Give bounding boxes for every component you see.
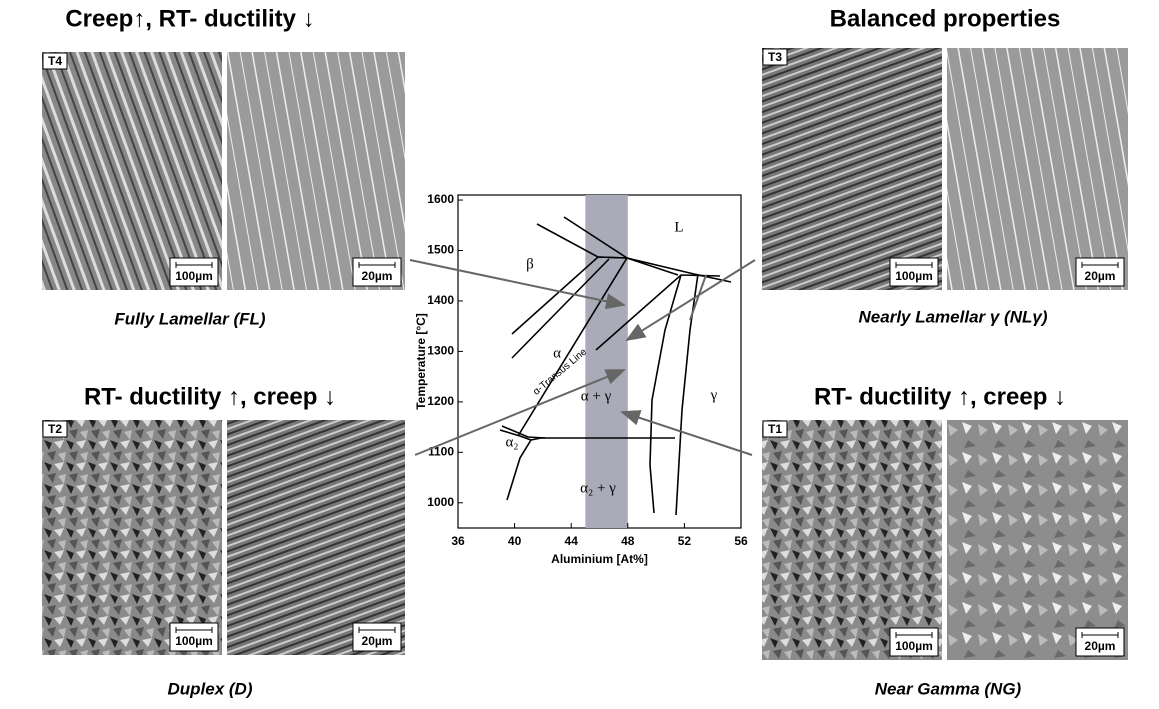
panel-heading: RT- ductility ↑, creep ↓ xyxy=(814,383,1066,410)
figure: Creep↑, RT- ductility ↓ T4 100µm 20µm Fully … xyxy=(0,0,1159,704)
x-tick-label: 52 xyxy=(678,534,692,548)
region-label: α + γ xyxy=(581,388,612,404)
scale-bar-label: 100µm xyxy=(175,634,213,648)
micrograph xyxy=(947,420,1128,660)
x-tick-label: 40 xyxy=(508,534,522,548)
micrograph xyxy=(947,48,1128,290)
x-tick-label: 48 xyxy=(621,534,635,548)
panel-tag: T2 xyxy=(48,422,62,436)
micrograph xyxy=(227,420,405,655)
x-axis-label: Aluminium [At%] xyxy=(551,552,648,566)
panel-heading: RT- ductility ↑, creep ↓ xyxy=(84,383,336,410)
x-tick-label: 44 xyxy=(565,534,579,548)
panel-caption: Fully Lamellar (FL) xyxy=(114,309,265,328)
panel-tag: T4 xyxy=(48,54,62,68)
panel-tag: T3 xyxy=(768,50,782,64)
micrograph xyxy=(762,48,942,290)
phase-diagram: 36 40 44 48 52 56 1000 1100 1200 1300 1400 1500 1600… xyxy=(414,192,748,566)
scale-bar-label: 20µm xyxy=(1085,639,1116,653)
micrograph xyxy=(762,420,942,660)
region-label: α₂ xyxy=(505,434,518,450)
y-tick-label: 1600 xyxy=(427,192,454,206)
panel-caption: Nearly Lamellar γ (NLγ) xyxy=(859,307,1048,326)
micrograph xyxy=(227,52,405,290)
scale-bar-label: 100µm xyxy=(895,269,933,283)
micrograph xyxy=(42,420,222,655)
y-tick-label: 1400 xyxy=(427,293,454,307)
panel-heading: Balanced properties xyxy=(830,5,1061,32)
y-axis-label: Temperature [°C] xyxy=(414,313,428,410)
scale-bar-label: 20µm xyxy=(362,269,393,283)
region-label: L xyxy=(674,219,683,235)
scale-bar-label: 100µm xyxy=(895,639,933,653)
y-tick-label: 1100 xyxy=(428,444,454,458)
scale-bar-label: 20µm xyxy=(1085,269,1116,283)
region-label: γ xyxy=(710,387,718,403)
y-tick-label: 1200 xyxy=(427,394,454,408)
panel-heading: Creep↑, RT- ductility ↓ xyxy=(65,5,314,32)
scale-bar-label: 20µm xyxy=(362,634,393,648)
y-tick-label: 1500 xyxy=(427,243,454,257)
x-tick-label: 36 xyxy=(451,534,465,548)
y-tick-label: 1000 xyxy=(427,495,454,509)
x-tick-label: 56 xyxy=(734,534,748,548)
region-label: α xyxy=(553,345,561,361)
y-tick-label: 1300 xyxy=(427,344,454,358)
scale-bar-label: 100µm xyxy=(175,269,213,283)
panel-tag: T1 xyxy=(768,422,782,436)
panel-caption: Near Gamma (NG) xyxy=(875,679,1022,698)
region-label: β xyxy=(526,256,534,272)
micrograph xyxy=(42,52,222,290)
region-label: α₂ + γ xyxy=(580,480,616,496)
panel-caption: Duplex (D) xyxy=(168,679,253,698)
